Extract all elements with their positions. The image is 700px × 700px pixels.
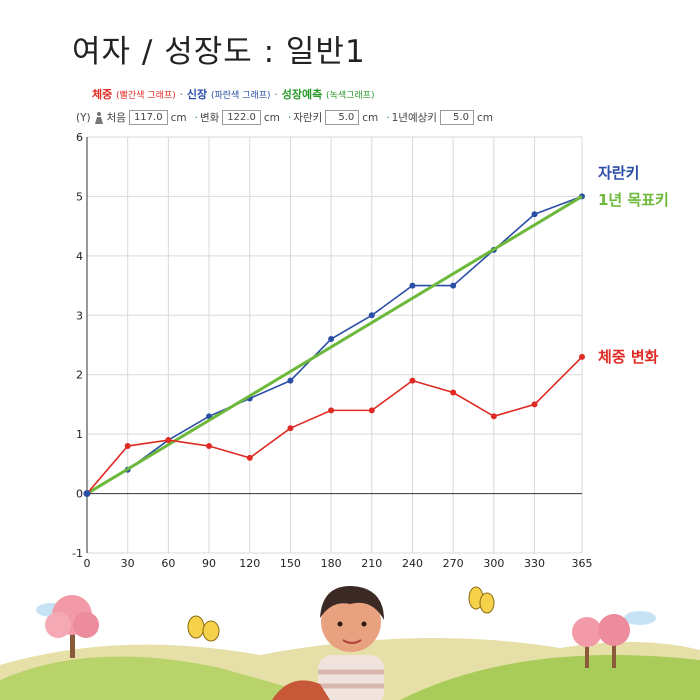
data-point xyxy=(531,211,538,218)
cloud-icon xyxy=(624,611,656,625)
legend-separator: · xyxy=(274,88,278,101)
y-tick-label: 1 xyxy=(76,428,83,441)
expected-height-label: 1년예상키 xyxy=(391,112,437,124)
x-tick-label: 90 xyxy=(202,557,216,570)
data-point xyxy=(409,282,416,289)
data-point xyxy=(287,425,294,432)
legend-forecast: 성장예측 xyxy=(281,88,323,101)
growth-label: 자란키 xyxy=(293,112,323,124)
data-point xyxy=(409,377,416,384)
data-point xyxy=(206,443,213,450)
legend-weight: 체중 xyxy=(92,88,113,101)
chart-axes: 0 30 60 90 120 150 180 210 240 270 300 330 365-10123… xyxy=(72,131,592,570)
unit-cm: cm xyxy=(263,111,280,124)
series-line xyxy=(86,195,583,495)
y-tick-label: 3 xyxy=(76,309,83,322)
changed-height-label: 변화 xyxy=(199,112,220,124)
hill-right xyxy=(400,655,700,700)
y-tick-label: 2 xyxy=(76,369,83,382)
data-point xyxy=(328,336,335,343)
first-height-label: 처음 xyxy=(106,112,126,124)
y-tick-label: 4 xyxy=(76,250,83,263)
series-label-weight: 체중 변화 xyxy=(598,348,659,366)
expected-height-field[interactable]: 5.0 xyxy=(439,110,474,125)
butterfly-icon xyxy=(187,615,220,642)
data-point xyxy=(246,454,253,461)
series-label-height: 자란키 xyxy=(598,164,639,182)
data-point xyxy=(368,407,375,414)
data-point xyxy=(579,353,585,360)
first-height-field[interactable]: 117.0 xyxy=(128,110,168,125)
x-tick-label: 240 xyxy=(402,557,423,570)
legend-height: 신장 xyxy=(186,88,208,101)
x-tick-label: 60 xyxy=(161,557,175,570)
x-tick-label: 30 xyxy=(121,557,135,570)
x-tick-label: 150 xyxy=(280,557,301,570)
legend-separator: · xyxy=(179,88,184,101)
chart-legend: 체중 (빨간색 그래프) · 신장 (파란색 그래프) · 성장예측 (녹색그래… xyxy=(92,86,374,102)
separator-dot: · xyxy=(287,111,292,124)
unit-cm: cm xyxy=(362,111,379,124)
data-point xyxy=(531,401,538,408)
y-tick-label: -1 xyxy=(72,547,83,560)
data-point xyxy=(328,407,335,414)
x-tick-label: 120 xyxy=(239,557,260,570)
changed-height-field[interactable]: 122.0 xyxy=(222,110,261,125)
x-tick-label: 365 xyxy=(572,557,593,570)
data-point xyxy=(490,413,497,420)
separator-dot: · xyxy=(386,111,390,124)
butterfly-icon xyxy=(468,586,495,614)
y-tick-label: 5 xyxy=(76,190,83,203)
data-point xyxy=(287,377,294,384)
x-tick-label: 210 xyxy=(361,557,382,570)
data-point xyxy=(124,443,131,450)
data-point xyxy=(450,389,457,396)
tree-icon xyxy=(572,614,630,668)
background-scenery xyxy=(0,585,700,700)
data-point xyxy=(165,437,172,444)
unit-cm: cm xyxy=(476,111,493,124)
child-illustration xyxy=(272,585,384,700)
x-tick-label: 0 xyxy=(84,557,91,570)
separator-dot: · xyxy=(194,111,198,124)
data-point xyxy=(368,312,375,319)
chart-grid xyxy=(86,136,583,554)
legend-weight-note: (빨간색 그래프) xyxy=(116,91,176,101)
x-tick-label: 270 xyxy=(443,557,464,570)
y-tick-label: 6 xyxy=(76,131,83,144)
series-line xyxy=(86,356,583,495)
chart-series xyxy=(83,193,585,498)
unit-cm: cm xyxy=(170,111,187,124)
series-label-forecast: 1년 목표키 xyxy=(598,191,669,209)
hill-left xyxy=(0,656,330,700)
tree-icon xyxy=(45,595,99,658)
data-point xyxy=(83,490,91,498)
x-tick-label: 300 xyxy=(483,557,504,570)
page-title: 여자 / 성장도 : 일반1 xyxy=(72,34,366,70)
x-tick-label: 180 xyxy=(321,557,342,570)
height-input-bar: (Y) 처음 117.0 cm · 변화 122.0 cm · 자란키 5.0 … xyxy=(76,110,493,125)
x-tick-label: 330 xyxy=(524,557,545,570)
growth-field[interactable]: 5.0 xyxy=(325,110,360,125)
legend-forecast-note: (녹색그래프) xyxy=(326,91,375,101)
person-icon xyxy=(94,111,103,124)
legend-height-note: (파란색 그래프) xyxy=(210,91,271,101)
y-tick-label: 0 xyxy=(76,488,83,501)
y-axis-label: (Y) xyxy=(76,111,91,124)
data-point xyxy=(450,282,457,289)
